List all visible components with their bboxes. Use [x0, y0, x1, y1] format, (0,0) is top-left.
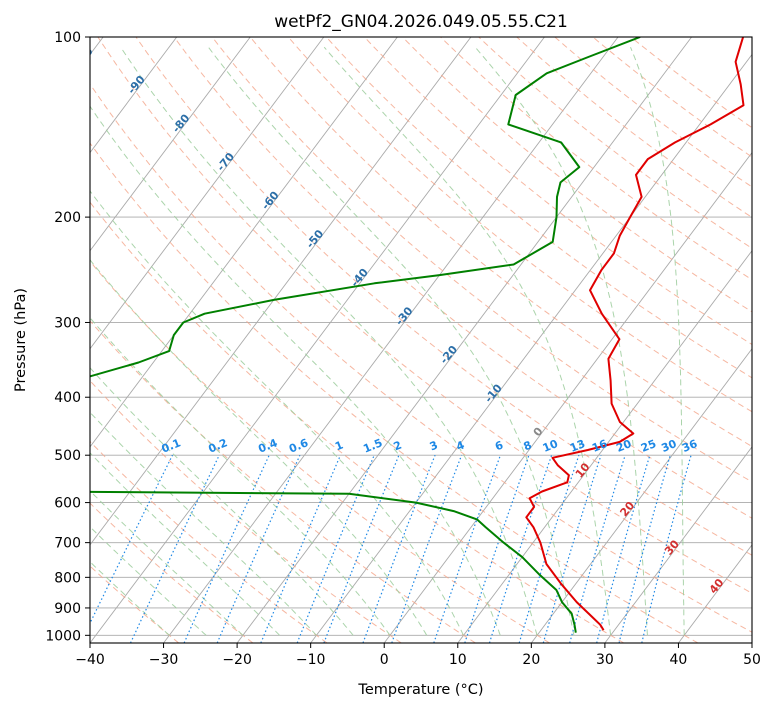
y-tick-label: 400	[54, 390, 81, 406]
x-tick-label: −10	[296, 652, 326, 668]
x-tick-label: 40	[670, 652, 688, 668]
y-tick-label: 300	[54, 315, 81, 331]
x-tick-label: 50	[743, 652, 761, 668]
y-tick-label: 1000	[45, 628, 81, 644]
y-axis-label: Pressure (hPa)	[13, 288, 29, 392]
x-tick-label: 20	[522, 652, 540, 668]
y-tick-label: 200	[54, 210, 81, 226]
x-tick-label: 10	[449, 652, 467, 668]
chart-title: wetPf2_GN04.2026.049.05.55.C21	[274, 12, 568, 32]
y-tick-label: 500	[54, 448, 81, 464]
x-axis-label: Temperature (°C)	[357, 682, 483, 698]
y-tick-label: 900	[54, 601, 81, 617]
x-tick-label: 0	[380, 652, 389, 668]
y-tick-label: 100	[54, 30, 81, 46]
x-tick-label: −20	[222, 652, 252, 668]
y-tick-label: 800	[54, 570, 81, 586]
x-tick-label: −30	[149, 652, 179, 668]
y-tick-label: 700	[54, 536, 81, 552]
x-tick-label: −40	[75, 652, 105, 668]
x-tick-label: 30	[596, 652, 614, 668]
y-tick-label: 600	[54, 496, 81, 512]
